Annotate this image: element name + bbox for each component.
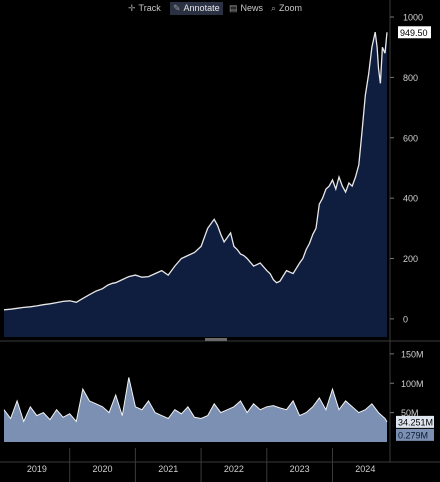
price-area (4, 32, 387, 337)
volume-tick-label: 150M (401, 349, 424, 359)
magnifier-icon: ⌕ (271, 3, 277, 13)
news-label: News (240, 3, 264, 13)
zoom-button[interactable]: ⌕ Zoom (268, 2, 305, 15)
chart-toolbar: ✛ Track ✎ Annotate ▤ News ⌕ Zoom (0, 0, 440, 16)
year-label: 2020 (93, 464, 113, 474)
price-tick-label: 400 (403, 194, 418, 204)
price-panel (3, 31, 388, 337)
track-label: Track (138, 3, 161, 13)
price-series-line (3, 31, 388, 311)
last-price-box (398, 26, 431, 39)
price-tick-label: 200 (403, 254, 418, 264)
annotate-button[interactable]: ✎ Annotate (170, 2, 223, 15)
crosshair-icon: ✛ (128, 3, 136, 13)
volume-area (4, 377, 387, 442)
news-icon: ▤ (229, 3, 238, 13)
last-volume-box (396, 415, 434, 428)
year-label: 2019 (27, 464, 47, 474)
volume-tick-label: 100M (401, 379, 424, 389)
price-tick-label: 0 (403, 314, 408, 324)
annotate-label: Annotate (183, 3, 220, 13)
year-label: 2024 (355, 464, 375, 474)
price-tick-label: 600 (403, 133, 418, 143)
year-label: 2022 (224, 464, 244, 474)
last-price-label: 949.50 (400, 28, 428, 38)
volume-panel (3, 377, 388, 442)
volume-series-line (3, 377, 388, 423)
average-volume-label: 0.279M (398, 430, 428, 440)
news-button[interactable]: ▤ News (226, 2, 266, 15)
price-tick-label: 1000 (403, 13, 423, 23)
price-tick-label: 800 (403, 73, 418, 83)
volume-tick-label: 50M (401, 408, 419, 418)
panel-resize-handle[interactable] (205, 338, 227, 341)
year-label: 2023 (290, 464, 310, 474)
zoom-label: Zoom (279, 3, 303, 13)
last-volume-label: 34.251M (398, 417, 433, 427)
track-button[interactable]: ✛ Track (125, 2, 164, 15)
pencil-icon: ✎ (173, 3, 181, 13)
year-label: 2021 (158, 464, 178, 474)
axis-layer: 1000 800 600 400 200 0 949.50 150M 100M 50M34.251… (27, 13, 434, 474)
average-volume-box (396, 428, 434, 441)
